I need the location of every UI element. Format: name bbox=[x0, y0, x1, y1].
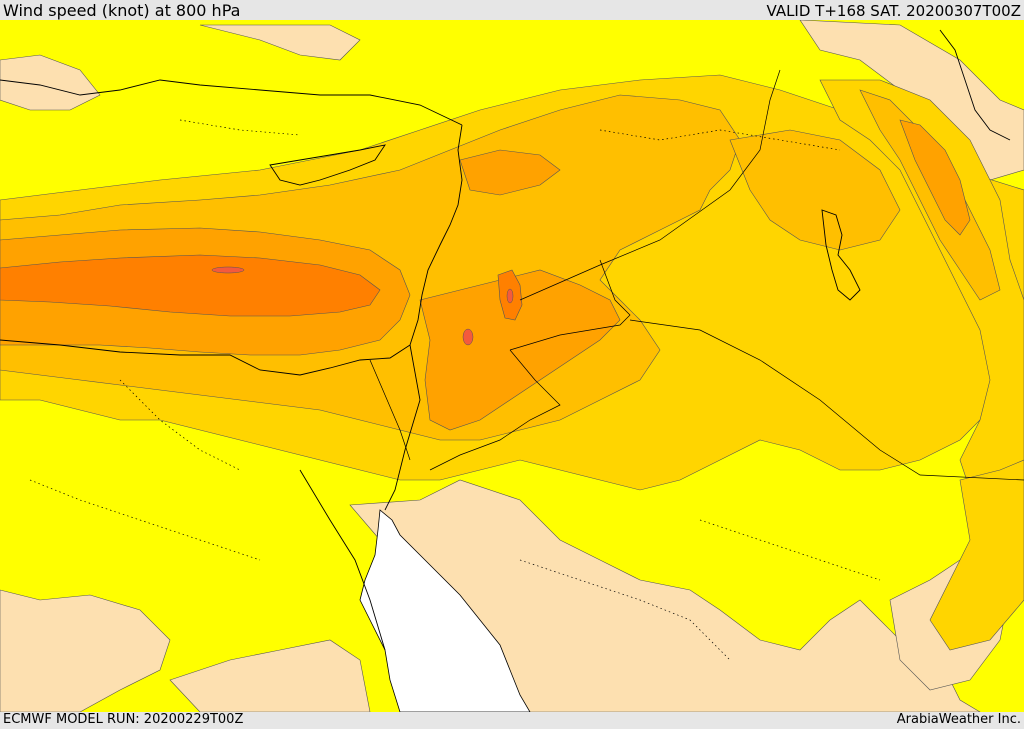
max-wind-cell-med bbox=[211, 266, 245, 274]
map-footer: ECMWF MODEL RUN: 20200229T00Z ArabiaWeat… bbox=[0, 712, 1024, 729]
orange-syria bbox=[459, 149, 561, 196]
map-canvas bbox=[0, 20, 1024, 712]
map-header: Wind speed (knot) at 800 hPa VALID T+168… bbox=[0, 0, 1024, 20]
wind-speed-map[interactable] bbox=[0, 20, 1024, 712]
border-jordan-saudi bbox=[509, 259, 631, 351]
amber-iraq bbox=[819, 79, 1024, 501]
credit-label: ArabiaWeather Inc. bbox=[896, 712, 1021, 727]
amber-gulf-strip bbox=[929, 459, 1024, 651]
coast-sinai bbox=[384, 344, 421, 511]
low-wind-anatolia bbox=[199, 24, 361, 61]
max-wind-cell-jordan bbox=[506, 288, 514, 304]
orange-light-iraq-north bbox=[729, 129, 901, 251]
map-title: Wind speed (knot) at 800 hPa bbox=[3, 1, 241, 20]
coast-gulf-suez bbox=[299, 469, 386, 651]
coast-levant bbox=[409, 124, 463, 346]
coast-anatolia bbox=[0, 79, 463, 126]
border-syria-iraq bbox=[519, 69, 781, 301]
province-lines bbox=[29, 119, 881, 661]
orange-zagros-core bbox=[899, 119, 971, 236]
coastlines bbox=[0, 29, 1011, 651]
border-iraq-saudi bbox=[629, 319, 1024, 481]
low-wind-africa-west bbox=[0, 589, 171, 712]
max-wind-cell-sinai bbox=[462, 328, 474, 346]
coast-caspian-edge bbox=[939, 29, 1011, 141]
lake-van bbox=[821, 209, 861, 301]
model-run-label: ECMWF MODEL RUN: 20200229T00Z bbox=[3, 712, 244, 727]
jet-core bbox=[0, 254, 381, 317]
low-wind-balkan bbox=[0, 54, 101, 111]
border-egypt-israel bbox=[369, 359, 411, 461]
low-wind-africa-south bbox=[169, 639, 371, 712]
orange-levant bbox=[419, 269, 621, 431]
coast-cyprus bbox=[269, 144, 386, 186]
country-borders bbox=[369, 69, 1024, 481]
border-jordan-iraq bbox=[429, 349, 561, 471]
valid-time-label: VALID T+168 SAT. 20200307T00Z bbox=[766, 2, 1021, 20]
max-wind-cells bbox=[211, 266, 514, 346]
coast-north-africa bbox=[0, 339, 411, 376]
